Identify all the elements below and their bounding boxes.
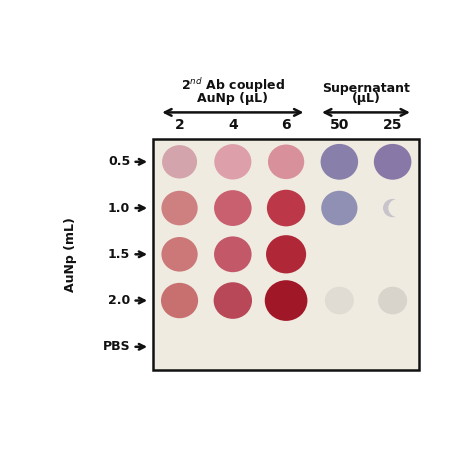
Circle shape [214, 237, 252, 272]
Text: Supernatant: Supernatant [322, 82, 410, 95]
Text: 2: 2 [175, 118, 184, 132]
Circle shape [383, 199, 402, 217]
Circle shape [162, 237, 198, 272]
Circle shape [321, 191, 357, 225]
Text: 50: 50 [329, 118, 349, 132]
Circle shape [267, 190, 305, 227]
Bar [153, 139, 419, 370]
Circle shape [162, 145, 197, 178]
Text: 0.5: 0.5 [108, 155, 130, 168]
Circle shape [320, 144, 358, 180]
Circle shape [388, 199, 408, 217]
Text: 4: 4 [228, 118, 237, 132]
Circle shape [214, 282, 252, 319]
Text: (μL): (μL) [352, 92, 381, 106]
Circle shape [266, 235, 306, 273]
Text: AuNp (μL): AuNp (μL) [197, 92, 268, 106]
Circle shape [265, 280, 308, 321]
Text: 1.0: 1.0 [108, 202, 130, 215]
Text: 25: 25 [383, 118, 402, 132]
Text: 1.5: 1.5 [108, 248, 130, 261]
Text: PBS: PBS [102, 340, 130, 353]
Circle shape [325, 287, 354, 314]
Circle shape [378, 287, 407, 314]
Circle shape [374, 144, 411, 180]
Circle shape [268, 145, 304, 179]
Circle shape [214, 144, 251, 180]
Circle shape [214, 190, 252, 226]
Text: AuNp (mL): AuNp (mL) [64, 217, 77, 292]
Text: 2$^{nd}$ Ab coupled: 2$^{nd}$ Ab coupled [181, 76, 285, 95]
Circle shape [162, 191, 198, 225]
Circle shape [161, 283, 198, 318]
Text: 6: 6 [281, 118, 291, 132]
Text: 2.0: 2.0 [108, 294, 130, 307]
